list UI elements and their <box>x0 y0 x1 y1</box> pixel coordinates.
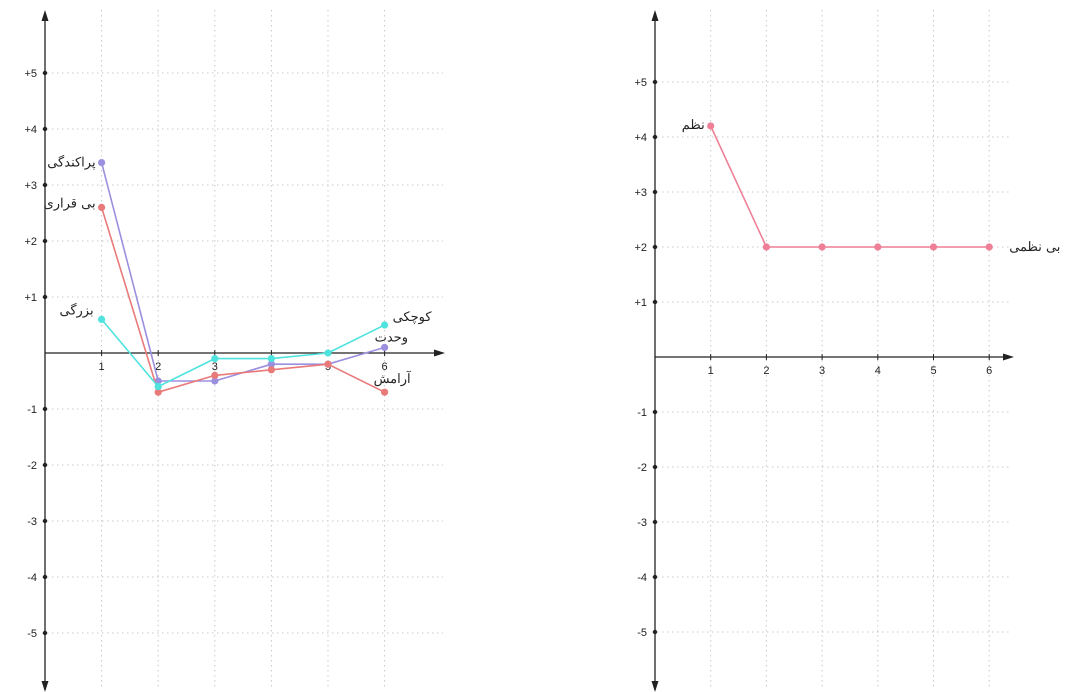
y-tick-mark <box>652 519 658 525</box>
y-axis-arrow-up <box>651 10 659 21</box>
y-tick-mark <box>42 238 48 244</box>
data-point <box>98 203 106 211</box>
y-tick-mark <box>652 299 658 305</box>
data-point <box>929 243 938 251</box>
y-tick-mark <box>652 244 658 250</box>
y-axis-arrow-down <box>651 681 659 692</box>
y-tick-mark <box>652 79 658 85</box>
y-tick-mark <box>42 70 48 76</box>
data-point <box>98 315 106 323</box>
y-axis-arrow-up <box>41 10 49 21</box>
y-tick-mark <box>652 189 658 195</box>
y-tick-label: -3 <box>637 517 647 529</box>
series-label: بی نظمی <box>1009 240 1060 255</box>
y-tick-mark <box>652 464 658 470</box>
y-tick-label: -1 <box>27 404 37 416</box>
series-label: وحدت <box>375 330 408 345</box>
data-point <box>154 388 162 396</box>
x-axis-arrow <box>1003 353 1014 361</box>
data-point <box>324 349 332 357</box>
series-line <box>100 207 385 394</box>
y-tick-mark <box>652 629 658 635</box>
grid-lines <box>652 10 1012 690</box>
y-tick-label: +3 <box>634 187 647 199</box>
y-axis-arrow-down <box>41 681 49 692</box>
data-point <box>874 243 882 251</box>
y-tick-mark <box>652 574 658 580</box>
y-tick-mark <box>42 126 48 132</box>
data-point <box>381 321 389 329</box>
data-point <box>818 243 826 251</box>
y-tick-label: +1 <box>24 292 37 304</box>
series-label: بزرگی <box>60 302 94 318</box>
x-tick-label: 1 <box>708 365 714 377</box>
chart-panel-1: +5+4+3+2+1-1-2-3-4-5123456پراکندگیبی قرا… <box>24 10 445 692</box>
y-tick-label: +1 <box>634 297 647 309</box>
x-axis-arrow <box>434 349 445 357</box>
x-tick-label: 2 <box>155 361 161 373</box>
series-label: کوچکی <box>393 310 433 325</box>
series-label: آرامش <box>374 370 412 387</box>
y-tick-label: -4 <box>637 572 647 584</box>
y-tick-label: +4 <box>634 132 647 144</box>
y-tick-mark <box>42 406 48 412</box>
y-tick-mark <box>42 630 48 636</box>
data-point <box>381 388 389 396</box>
data-point <box>267 360 275 368</box>
y-tick-mark <box>42 462 48 468</box>
data-point <box>211 371 219 379</box>
y-tick-label: +2 <box>24 236 37 248</box>
series-label: بی قراری <box>44 196 96 211</box>
x-tick-label: 3 <box>212 361 218 373</box>
data-point <box>154 377 162 385</box>
data-point <box>707 122 715 130</box>
y-tick-mark <box>42 294 48 300</box>
series-label: پراکندگی <box>47 155 96 171</box>
x-tick-label: 5 <box>930 365 936 377</box>
data-point <box>267 355 275 363</box>
y-tick-label: +4 <box>24 124 37 136</box>
y-tick-label: +2 <box>634 242 647 254</box>
data-point <box>985 243 993 251</box>
y-tick-label: -2 <box>637 462 647 474</box>
y-tick-label: -5 <box>637 627 647 639</box>
data-point <box>211 355 219 363</box>
y-tick-label: -5 <box>27 628 37 640</box>
x-tick-label: 1 <box>99 361 105 373</box>
data-point <box>267 366 275 374</box>
data-point <box>381 343 389 351</box>
x-tick-label: 4 <box>875 365 881 377</box>
data-point <box>211 377 219 385</box>
y-tick-label: +5 <box>634 77 647 89</box>
x-tick-label: 6 <box>382 361 388 373</box>
series-label: نظم <box>682 118 705 133</box>
y-tick-label: -4 <box>27 572 37 584</box>
x-tick-label: 2 <box>763 365 769 377</box>
y-tick-mark <box>42 182 48 188</box>
y-tick-mark <box>652 409 658 415</box>
y-tick-label: +3 <box>24 180 37 192</box>
y-tick-label: -2 <box>27 460 37 472</box>
y-tick-label: -3 <box>27 516 37 528</box>
x-tick-label: 6 <box>986 365 992 377</box>
series-line <box>100 318 385 388</box>
data-point <box>762 243 771 251</box>
x-tick-label: 3 <box>819 365 825 377</box>
data-point <box>154 383 162 391</box>
y-tick-label: +5 <box>24 68 37 80</box>
chart-panel-2: +5 +4 +3 +2 +1 -1 -2 -3 -4 -5 1 2 3 4 5 6 نظم بی نظمی <box>634 10 1060 692</box>
y-tick-mark <box>652 134 658 140</box>
data-point <box>324 360 332 368</box>
y-tick-mark <box>42 518 48 524</box>
y-tick-mark <box>42 574 48 580</box>
y-tick-label: -1 <box>637 407 647 419</box>
series-line <box>709 125 990 248</box>
data-point <box>98 159 106 167</box>
